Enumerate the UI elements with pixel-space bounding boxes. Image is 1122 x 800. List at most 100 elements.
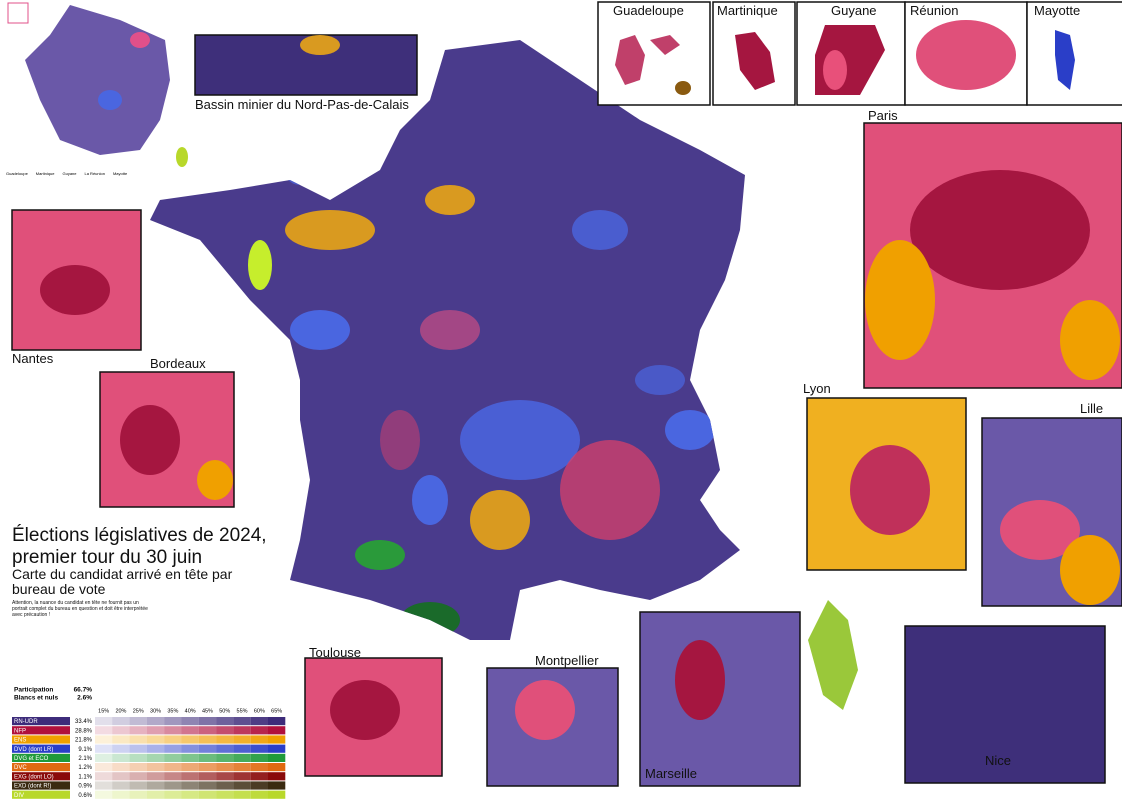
inset-patch <box>850 445 930 535</box>
scale-cell <box>95 753 113 762</box>
scale-cell <box>95 717 113 726</box>
inset-patch <box>515 680 575 740</box>
scale-cell <box>233 744 251 753</box>
scale-cell <box>250 744 268 753</box>
scale-cell <box>268 717 286 726</box>
scale-cell <box>112 781 130 790</box>
inset-label: Nantes <box>12 351 54 366</box>
scale-cell <box>112 753 130 762</box>
inset-patch <box>910 170 1090 290</box>
party-name: DVG et ECO <box>14 756 49 762</box>
inset-label: Réunion <box>910 3 959 18</box>
scale-label: 40% <box>185 708 196 714</box>
title: Élections législatives de 2024, premier … <box>12 525 267 569</box>
scale-cell <box>112 717 130 726</box>
scale-cell <box>198 753 217 762</box>
inset-patch <box>40 265 110 315</box>
scale-cell <box>250 717 268 726</box>
party-value: 1.2% <box>78 765 92 771</box>
scale-cell <box>198 717 217 726</box>
party-swatch <box>12 781 70 790</box>
scale-label: 25% <box>133 708 144 714</box>
scale-cell <box>216 763 234 772</box>
scale-cell <box>112 790 130 799</box>
scale-cell <box>146 717 165 726</box>
scale-cell <box>181 726 199 735</box>
inset-label: Bordeaux <box>150 356 206 371</box>
mini-label: Mayotte <box>112 171 128 176</box>
title-line: premier tour du 30 juin <box>12 547 203 568</box>
scale-label: 65% <box>271 708 282 714</box>
mini-label: Guyane <box>62 171 77 176</box>
mini-inset <box>7 2 29 24</box>
scale-cell <box>216 726 234 735</box>
legend: Participation 66.7% Blancs et nuls 2.6% 15% 2… <box>12 687 286 799</box>
party-name: ENS <box>14 738 26 744</box>
scale-cell <box>233 726 251 735</box>
island <box>735 32 775 90</box>
party-value: 9.1% <box>78 747 92 753</box>
scale-cell <box>250 753 268 762</box>
party-value: 28.8% <box>75 728 93 734</box>
scale-cell <box>181 735 199 744</box>
mini-corsica <box>176 147 188 167</box>
scale-cell <box>181 753 199 762</box>
scale-cell <box>268 763 286 772</box>
island-patch <box>823 50 847 90</box>
island <box>1055 30 1075 90</box>
mini-label: Martinique <box>35 171 55 176</box>
scale-cell <box>146 735 165 744</box>
scale-cell <box>233 735 251 744</box>
party-value: 33.4% <box>75 719 93 725</box>
corsica <box>808 600 858 710</box>
inset-toulouse <box>304 657 443 777</box>
inset-patch <box>330 680 400 740</box>
scale-cell <box>216 781 234 790</box>
scale-cell <box>164 781 182 790</box>
scale-cell <box>129 717 147 726</box>
party-swatch <box>12 744 70 753</box>
inset-label: Nice <box>985 753 1012 768</box>
scale-cell <box>216 717 234 726</box>
scale-cell <box>233 772 251 781</box>
scale-cell <box>268 772 286 781</box>
scale-cell <box>250 726 268 735</box>
scale-cell <box>112 772 130 781</box>
mini-labels: Guadeloupe Martinique Guyane La Réunion Mayo… <box>6 171 127 176</box>
scale-cell <box>146 744 165 753</box>
scale-cell <box>216 753 234 762</box>
party-swatch <box>12 735 70 744</box>
party-swatch <box>12 790 70 799</box>
inset-label: Mayotte <box>1034 3 1081 18</box>
scale-cell <box>129 735 147 744</box>
party-value: 0.9% <box>78 784 92 790</box>
scale-cell <box>181 790 199 799</box>
island <box>615 35 680 85</box>
scale-cell <box>146 763 165 772</box>
scale-cell <box>164 735 182 744</box>
scale-cell <box>146 790 165 799</box>
scale-label: 30% <box>150 708 161 714</box>
scale-cell <box>164 717 182 726</box>
scale-cell <box>95 772 113 781</box>
scale-cell <box>95 726 113 735</box>
scale-label: 45% <box>202 708 213 714</box>
inset-label: Bassin minier du Nord-Pas-de-Calais <box>195 97 409 112</box>
inset-label: Paris <box>868 108 898 123</box>
scale-cell <box>233 790 251 799</box>
mini-label: Guadeloupe <box>6 171 28 176</box>
blank-label: Blancs et nuls <box>14 695 58 702</box>
blank-value: 2.6% <box>77 695 92 702</box>
scale-cell <box>233 763 251 772</box>
scale-cell <box>95 735 113 744</box>
scale-cell <box>112 763 130 772</box>
scale-cell <box>198 735 217 744</box>
scale-label: 15% <box>98 708 109 714</box>
scale-label: 35% <box>167 708 178 714</box>
scale-cell <box>181 744 199 753</box>
scale-cell <box>112 744 130 753</box>
scale-cell <box>268 790 286 799</box>
inset-label: Montpellier <box>535 653 599 668</box>
scale-cell <box>164 790 182 799</box>
